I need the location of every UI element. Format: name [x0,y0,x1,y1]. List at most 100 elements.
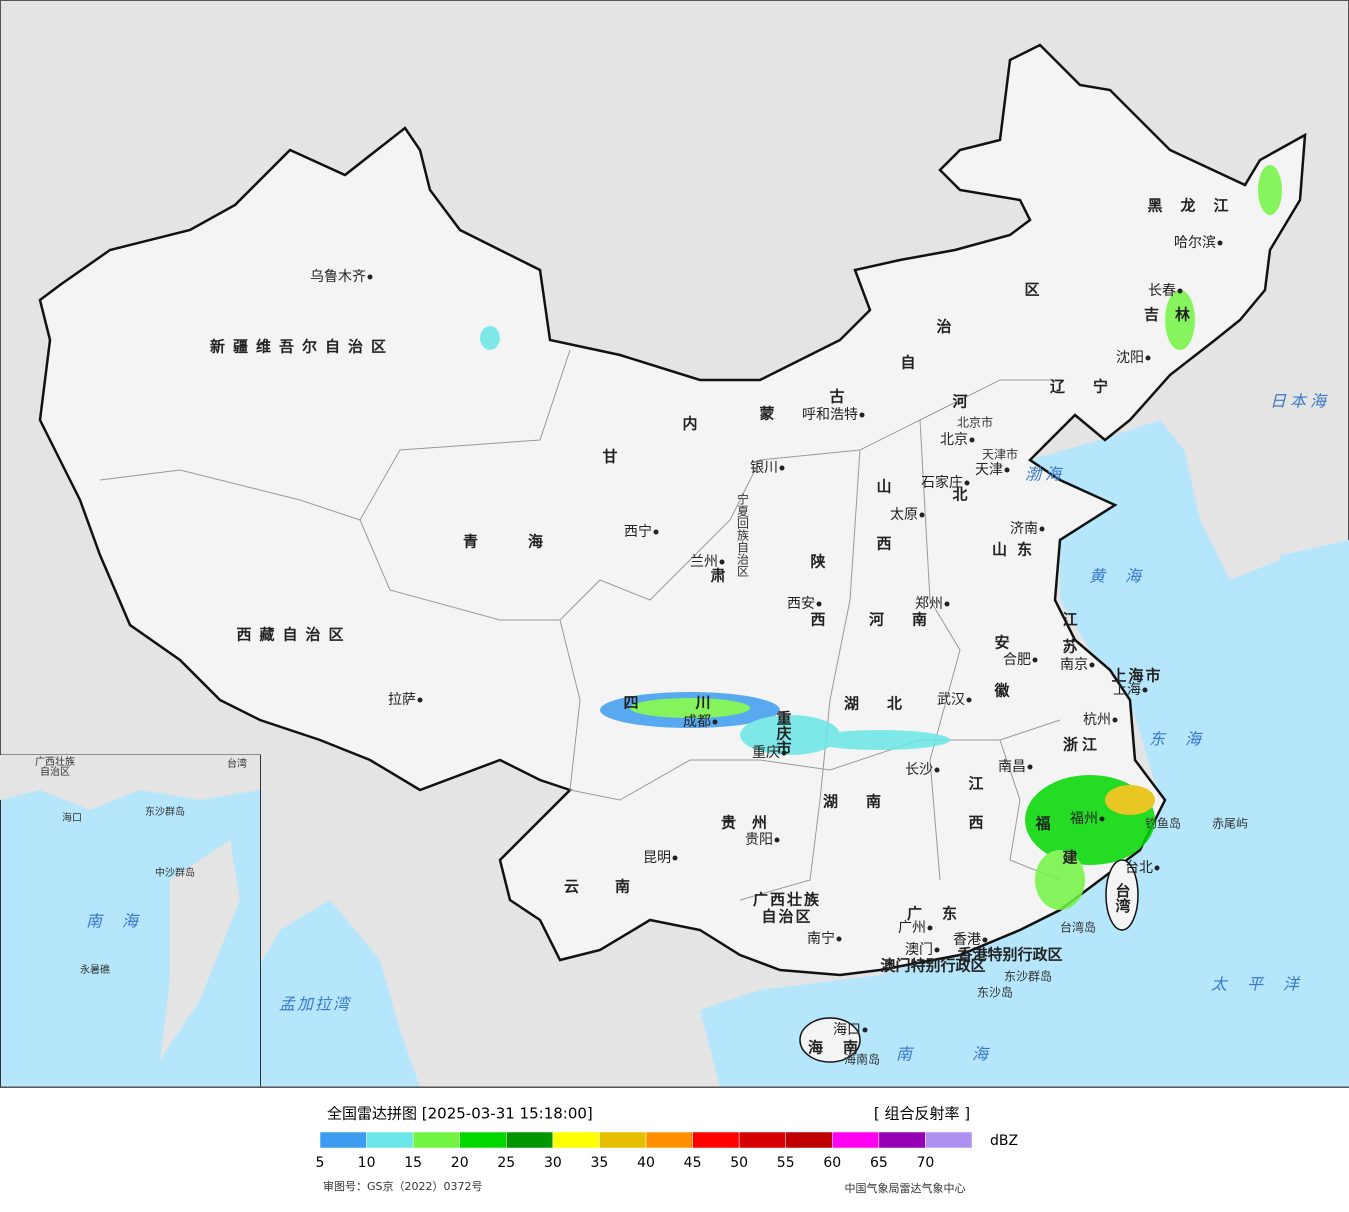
city-label: 合肥 [1003,652,1031,668]
city-label: 银川 [750,460,778,476]
echo [1105,785,1155,815]
province-label: 西藏自治区 [236,626,351,644]
province-label: 山东 [992,541,1042,559]
city-dot [859,412,865,418]
city-dot [934,767,940,773]
province-label: 台湾 [1114,882,1132,914]
city-dot [1032,657,1038,663]
city-label: 长沙 [905,762,933,778]
sea-label: 太平洋 [1211,975,1319,994]
inset-label: 东沙群岛 [145,805,185,818]
sea-label: 南海 [896,1045,1048,1064]
province-label: 古 [829,388,844,406]
city-dot [1039,526,1045,532]
island-label: 赤尾屿 [1212,817,1248,831]
province-label: 香港特别行政区 [957,946,1062,964]
inset-label: 海口 [62,811,82,824]
province-label: 湖南 [823,793,909,811]
province-label: 内 [682,415,697,433]
color-swatch [366,1131,414,1149]
province-label: 重庆市 [775,710,793,757]
city-label: 澳门 [905,942,933,958]
province-label: 浙江 [1063,736,1101,754]
legend-unit: dBZ [990,1133,1018,1149]
city-label: 拉萨 [388,692,416,708]
province-label: 宁夏回族自治区 [736,492,750,577]
city-dot [653,529,659,535]
province-label: 山 [876,478,891,496]
province-label: 甘 [602,448,617,466]
province-label: 区 [1024,281,1039,299]
province-borders [99,349,1061,901]
color-swatch [645,1131,693,1149]
sea-label: 孟加拉湾 [279,995,352,1014]
city-label: 呼和浩特 [802,407,858,423]
city-dot [944,601,950,607]
city-label: 太原 [890,507,918,523]
province-label: 湖北 [844,695,930,713]
province-label: 北京市 [957,415,993,430]
city-dot [966,697,972,703]
island-label: 海南岛 [844,1052,880,1067]
city-dot [836,936,842,942]
city-dot [927,925,933,931]
colorbar-tick-label: 55 [777,1155,795,1171]
city-dot [367,274,373,280]
city-label: 济南 [1010,521,1038,537]
taiwan-island [1105,859,1139,931]
city-label: 武汉 [937,692,965,708]
city-dot [919,512,925,518]
province-label: 吉林 [1144,306,1206,324]
city-label: 兰州 [690,554,718,570]
sea-label: 东海 [1149,730,1221,749]
colorbar-tick-label: 30 [544,1155,562,1171]
colorbar-tick-label: 40 [637,1155,655,1171]
city-label: 广州 [898,920,926,936]
korea-land [1180,410,1280,580]
province-label: 福 [1034,815,1050,833]
colorbar-tick-label: 60 [823,1155,841,1171]
province-label: 徽 [993,682,1010,700]
sea-label: 日本海 [1270,392,1330,411]
city-label: 成都 [683,714,711,730]
province-label: 广东 [907,905,977,923]
city-dot [719,559,725,565]
border [559,619,1061,801]
echo [1165,290,1195,350]
color-swatch [319,1131,367,1149]
city-dot [1004,467,1010,473]
province-label: 上海市 [1111,667,1162,685]
province-label: 广西壮族 [753,891,821,909]
island-label: 台湾岛 [1060,920,1096,935]
province-label: 江 [1062,611,1077,629]
city-dot [982,937,988,943]
city-label: 贵阳 [745,832,773,848]
border [999,739,1061,881]
city-label: 长春 [1148,283,1176,299]
inset-label: 自治区 [40,765,70,778]
inset-label: 台湾 [227,757,247,770]
province-label: 西 [968,814,983,832]
sea-label: 黄海 [1089,567,1161,586]
city-dot [1142,687,1148,693]
city-dot [862,1027,868,1033]
echo [1035,850,1085,910]
legend-product: [ 组合反射率 ] [874,1105,970,1123]
province-label: 黑龙江 [1147,197,1246,215]
city-dot [934,947,940,953]
colorbar-tick-label: 50 [730,1155,748,1171]
province-label: 苏 [1062,638,1077,656]
city-dot [1099,816,1105,822]
sea-east [700,420,1349,1087]
province-label: 澳门特别行政区 [880,957,985,975]
color-swatch [925,1131,973,1149]
city-label: 海口 [833,1022,861,1038]
city-dot [1177,288,1183,294]
city-label: 昆明 [643,850,671,866]
city-label: 西安 [787,596,815,612]
city-dot [969,437,975,443]
city-label: 南京 [1060,657,1088,673]
province-label: 治 [936,318,951,336]
city-dot [1145,355,1151,361]
province-label: 西 [876,535,891,553]
